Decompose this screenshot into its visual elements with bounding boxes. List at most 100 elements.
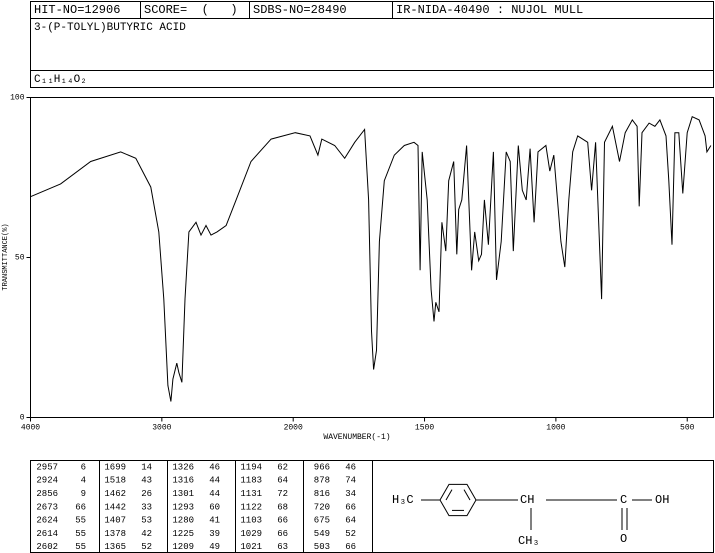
- peak-transmittance: 26: [141, 489, 152, 499]
- y-axis-label: TRANSMITTANCE(%): [2, 223, 10, 290]
- peak-transmittance: 49: [209, 542, 220, 552]
- score: SCORE= ( ): [144, 3, 238, 17]
- peak-transmittance: 39: [209, 529, 220, 539]
- peak-wavenumber: 1699: [104, 462, 126, 472]
- peak-wavenumber: 2602: [36, 542, 58, 552]
- peak-wavenumber: 966: [314, 462, 330, 472]
- peak-transmittance: 60: [209, 502, 220, 512]
- peak-transmittance: 4: [81, 476, 86, 486]
- peak-transmittance: 66: [345, 542, 356, 552]
- peak-wavenumber: 1021: [240, 542, 262, 552]
- peak-wavenumber: 1326: [172, 462, 194, 472]
- peak-transmittance: 74: [345, 476, 356, 486]
- benzene-ring: [439, 483, 477, 517]
- peak-transmittance: 46: [209, 462, 220, 472]
- peak-transmittance: 42: [141, 529, 152, 539]
- x-tick-label: 2000: [284, 424, 303, 433]
- peak-wavenumber: 816: [314, 489, 330, 499]
- peak-transmittance: 64: [277, 476, 288, 486]
- peak-wavenumber: 1225: [172, 529, 194, 539]
- bond: [445, 489, 453, 501]
- x-tick-label: 3000: [152, 424, 171, 433]
- y-tick-label: 100: [10, 94, 25, 103]
- formula: C₁₁H₁₄O₂: [34, 74, 87, 86]
- spectrum-line: [30, 116, 712, 402]
- atom-label: CH₃: [518, 534, 540, 548]
- peak-transmittance: 63: [277, 542, 288, 552]
- hit-no: HIT-NO=12906: [34, 3, 120, 17]
- peak-transmittance: 43: [141, 476, 152, 486]
- sdbs-no: SDBS-NO=28490: [253, 3, 347, 17]
- peak-transmittance: 52: [141, 542, 152, 552]
- peak-transmittance: 14: [141, 462, 152, 472]
- x-tick-label: 1500: [415, 424, 434, 433]
- peak-wavenumber: 2924: [36, 476, 58, 486]
- atom-label: OH: [655, 493, 669, 507]
- peak-transmittance: 55: [75, 516, 86, 526]
- peak-wavenumber: 675: [314, 516, 330, 526]
- peak-transmittance: 72: [277, 489, 288, 499]
- peak-transmittance: 52: [345, 529, 356, 539]
- peak-transmittance: 44: [209, 476, 220, 486]
- peak-transmittance: 41: [209, 516, 220, 526]
- peak-wavenumber: 720: [314, 502, 330, 512]
- atom-label: O: [620, 532, 627, 546]
- peak-transmittance: 55: [75, 529, 86, 539]
- x-tick-label: 500: [680, 424, 695, 433]
- bond: [463, 489, 471, 501]
- peak-transmittance: 46: [345, 462, 356, 472]
- compound-name: 3-(P-TOLYL)BUTYRIC ACID: [34, 22, 186, 34]
- peak-wavenumber: 1378: [104, 529, 126, 539]
- peak-wavenumber: 2614: [36, 529, 58, 539]
- peak-wavenumber: 1365: [104, 542, 126, 552]
- peak-transmittance: 62: [277, 462, 288, 472]
- peak-transmittance: 64: [345, 516, 356, 526]
- atom-label: C: [620, 493, 627, 507]
- peak-wavenumber: 1407: [104, 516, 126, 526]
- peak-wavenumber: 1131: [240, 489, 262, 499]
- peak-wavenumber: 1442: [104, 502, 126, 512]
- peak-wavenumber: 2856: [36, 489, 58, 499]
- peak-wavenumber: 1122: [240, 502, 262, 512]
- peak-transmittance: 66: [277, 516, 288, 526]
- peak-transmittance: 53: [141, 516, 152, 526]
- x-tick-label: 1000: [546, 424, 565, 433]
- peak-transmittance: 33: [141, 502, 152, 512]
- peak-transmittance: 68: [277, 502, 288, 512]
- peak-wavenumber: 503: [314, 542, 330, 552]
- peak-wavenumber: 549: [314, 529, 330, 539]
- peak-transmittance: 66: [345, 502, 356, 512]
- peak-wavenumber: 2957: [36, 462, 58, 472]
- peak-wavenumber: 1194: [240, 462, 262, 472]
- y-tick-label: 0: [20, 414, 25, 423]
- header-box: [30, 1, 714, 88]
- x-axis-label: WAVENUMBER(-1): [323, 433, 390, 442]
- peak-transmittance: 66: [75, 502, 86, 512]
- peak-transmittance: 44: [209, 489, 220, 499]
- x-tick-label: 4000: [21, 424, 40, 433]
- peak-transmittance: 6: [81, 462, 86, 472]
- peak-transmittance: 55: [75, 542, 86, 552]
- peak-transmittance: 66: [277, 529, 288, 539]
- atom-label: CH: [520, 493, 534, 507]
- peak-wavenumber: 1301: [172, 489, 194, 499]
- peak-wavenumber: 2624: [36, 516, 58, 526]
- peak-wavenumber: 1029: [240, 529, 262, 539]
- ir-id: IR-NIDA-40490 : NUJOL MULL: [396, 3, 583, 17]
- peak-wavenumber: 1518: [104, 476, 126, 486]
- plot-frame: [30, 97, 714, 418]
- peak-wavenumber: 878: [314, 476, 330, 486]
- peak-wavenumber: 1316: [172, 476, 194, 486]
- peak-wavenumber: 1209: [172, 542, 194, 552]
- y-tick-label: 50: [15, 254, 25, 263]
- peak-wavenumber: 1280: [172, 516, 194, 526]
- peak-transmittance: 34: [345, 489, 356, 499]
- peak-wavenumber: 2673: [36, 502, 58, 512]
- atom-label: H₃C: [392, 493, 414, 507]
- peak-wavenumber: 1183: [240, 476, 262, 486]
- structure: H₃C CH C OH CH₃ O: [392, 483, 669, 548]
- peak-transmittance: 9: [81, 489, 86, 499]
- peak-wavenumber: 1462: [104, 489, 126, 499]
- peak-wavenumber: 1103: [240, 516, 262, 526]
